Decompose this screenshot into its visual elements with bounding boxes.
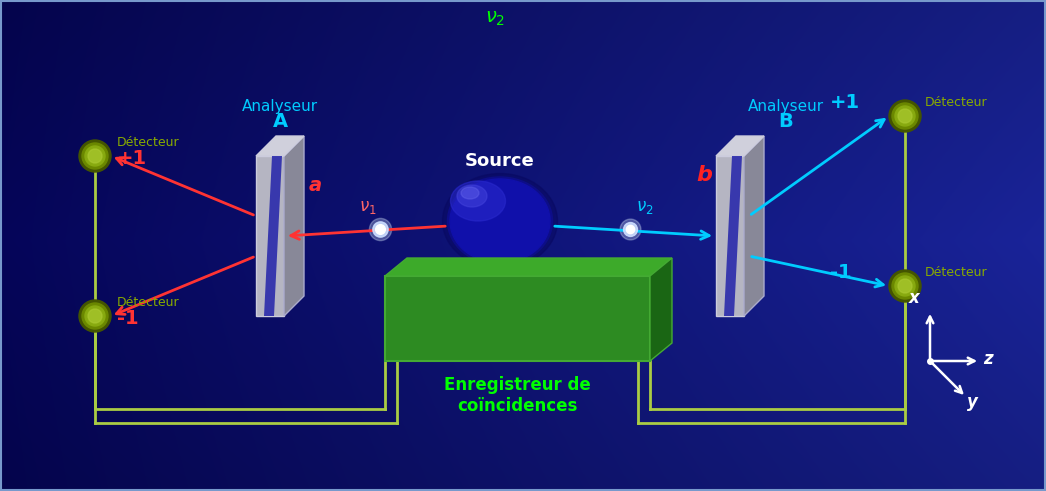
Text: -1: -1 bbox=[829, 263, 851, 282]
Circle shape bbox=[899, 279, 912, 293]
Circle shape bbox=[895, 276, 915, 296]
Polygon shape bbox=[256, 136, 304, 156]
Text: $\nu_2$: $\nu_2$ bbox=[485, 8, 505, 27]
Text: b: b bbox=[696, 165, 712, 185]
Text: Analyseur: Analyseur bbox=[748, 99, 824, 114]
Text: Source: Source bbox=[465, 152, 535, 170]
Ellipse shape bbox=[448, 177, 552, 265]
Text: Détecteur: Détecteur bbox=[925, 96, 987, 109]
Polygon shape bbox=[744, 136, 764, 316]
Circle shape bbox=[79, 140, 111, 172]
Text: Détecteur: Détecteur bbox=[925, 266, 987, 279]
Polygon shape bbox=[256, 156, 285, 316]
Circle shape bbox=[895, 106, 915, 126]
Ellipse shape bbox=[442, 173, 558, 269]
Bar bbox=[385, 276, 650, 361]
Polygon shape bbox=[650, 258, 672, 361]
Circle shape bbox=[88, 309, 103, 323]
Text: $\nu_1$: $\nu_1$ bbox=[359, 198, 377, 216]
Text: +1: +1 bbox=[829, 93, 860, 112]
Text: Détecteur: Détecteur bbox=[117, 296, 180, 309]
Circle shape bbox=[899, 109, 912, 123]
Text: $\nu_2$: $\nu_2$ bbox=[636, 198, 654, 216]
Circle shape bbox=[82, 303, 108, 329]
Text: y: y bbox=[967, 393, 977, 411]
Ellipse shape bbox=[450, 179, 550, 263]
Polygon shape bbox=[385, 258, 672, 276]
Polygon shape bbox=[285, 136, 304, 316]
Circle shape bbox=[79, 300, 111, 332]
Circle shape bbox=[88, 149, 103, 163]
Polygon shape bbox=[717, 156, 744, 316]
Circle shape bbox=[889, 270, 920, 302]
Circle shape bbox=[82, 143, 108, 169]
Circle shape bbox=[892, 103, 918, 129]
Polygon shape bbox=[717, 136, 764, 156]
Text: Enregistreur de
coïncidences: Enregistreur de coïncidences bbox=[445, 376, 591, 415]
Circle shape bbox=[892, 273, 918, 299]
Text: z: z bbox=[983, 350, 993, 368]
Text: Analyseur: Analyseur bbox=[242, 99, 318, 114]
Circle shape bbox=[85, 306, 105, 326]
Ellipse shape bbox=[451, 181, 505, 221]
Text: B: B bbox=[778, 112, 793, 131]
Text: a: a bbox=[309, 176, 322, 195]
Circle shape bbox=[889, 100, 920, 132]
Text: +1: +1 bbox=[117, 149, 147, 168]
Text: x: x bbox=[909, 289, 919, 307]
Ellipse shape bbox=[457, 185, 487, 207]
Polygon shape bbox=[264, 156, 282, 316]
Text: A: A bbox=[272, 112, 288, 131]
Text: Détecteur: Détecteur bbox=[117, 136, 180, 149]
Circle shape bbox=[85, 146, 105, 166]
Ellipse shape bbox=[461, 187, 479, 199]
Text: -1: -1 bbox=[117, 309, 139, 328]
Polygon shape bbox=[724, 156, 742, 316]
